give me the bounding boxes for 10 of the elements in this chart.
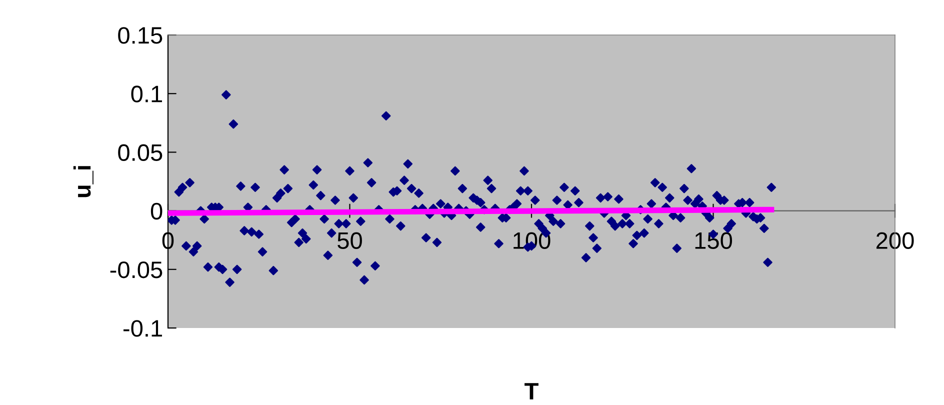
y-tick-label: 0.05 (118, 144, 162, 161)
x-axis-title: T (524, 383, 538, 400)
y-tick-label: -0.1 (124, 320, 162, 337)
x-tick-label: 50 (338, 232, 362, 249)
y-axis-title: u_i (73, 166, 94, 198)
y-tick-label: 0 (150, 202, 162, 220)
x-tick-label: 200 (876, 232, 914, 249)
y-tick-label: -0.05 (110, 261, 162, 278)
y-tick-label: 0.15 (118, 27, 162, 44)
y-tick-label: 0.1 (131, 86, 162, 102)
